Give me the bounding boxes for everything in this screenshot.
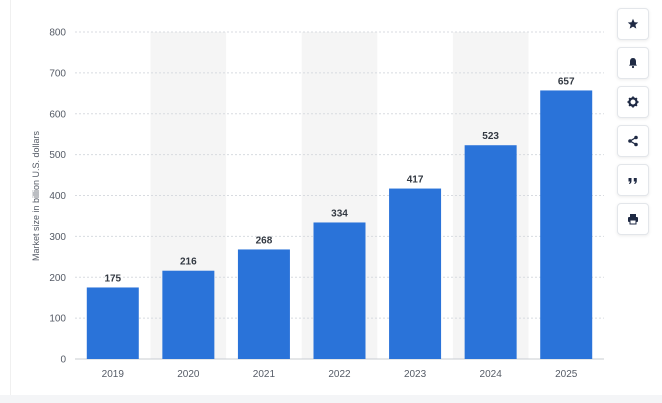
bell-icon [629, 58, 637, 69]
bar [540, 90, 593, 360]
x-tick-label: 2021 [253, 369, 276, 380]
y-tick-label: 800 [49, 28, 66, 39]
y-tick-label: 400 [49, 191, 66, 202]
bar [162, 270, 215, 359]
bar [86, 287, 139, 359]
data-label: 334 [331, 208, 348, 219]
gear-icon [627, 96, 639, 108]
x-tick-label: 2020 [177, 369, 200, 380]
quote-icon [628, 178, 637, 184]
y-tick-label: 600 [49, 109, 66, 120]
x-tick-label: 2025 [555, 369, 578, 380]
chart-toolbar [617, 8, 649, 242]
print-button[interactable] [617, 203, 649, 235]
data-label: 268 [256, 235, 273, 246]
share-icon [628, 135, 638, 147]
bar-chart: 0 100 200 300 400 500 600 700 800 175 216 268 334 41… [31, 28, 604, 380]
data-label: 175 [104, 273, 121, 284]
bar [464, 145, 517, 359]
data-labels: 175 216 268 334 417 523 657 [104, 76, 575, 284]
y-axis-title: Market size in billion U.S. dollars [31, 130, 41, 261]
data-label: 216 [180, 257, 197, 268]
y-tick-label: 100 [49, 314, 66, 325]
cite-button[interactable] [617, 164, 649, 196]
bar [237, 249, 290, 359]
y-tick-label: 700 [49, 68, 66, 79]
star-icon [627, 18, 639, 29]
y-tick-label: 300 [49, 232, 66, 243]
settings-button[interactable] [617, 86, 649, 118]
x-axis-ticks: 2019 2020 2021 2022 2023 2024 2025 [102, 369, 578, 380]
x-tick-label: 2022 [328, 369, 351, 380]
bar [313, 222, 366, 359]
x-tick-label: 2024 [480, 369, 503, 380]
bar [389, 188, 442, 359]
data-label: 657 [558, 76, 575, 87]
favorite-button[interactable] [617, 8, 649, 40]
y-axis-ticks: 0 100 200 300 400 500 600 700 800 [49, 28, 66, 366]
data-label: 417 [407, 175, 424, 186]
data-label: 523 [482, 131, 499, 142]
y-tick-label: 0 [60, 355, 66, 366]
notification-button[interactable] [617, 47, 649, 79]
x-tick-label: 2023 [404, 369, 427, 380]
bars [86, 90, 593, 360]
x-tick-label: 2019 [102, 369, 125, 380]
y-tick-label: 200 [49, 273, 66, 284]
y-tick-label: 500 [49, 150, 66, 161]
frame-bottom-edge [0, 395, 662, 403]
print-icon [628, 214, 638, 225]
share-button[interactable] [617, 125, 649, 157]
frame-left-edge [0, 0, 11, 403]
